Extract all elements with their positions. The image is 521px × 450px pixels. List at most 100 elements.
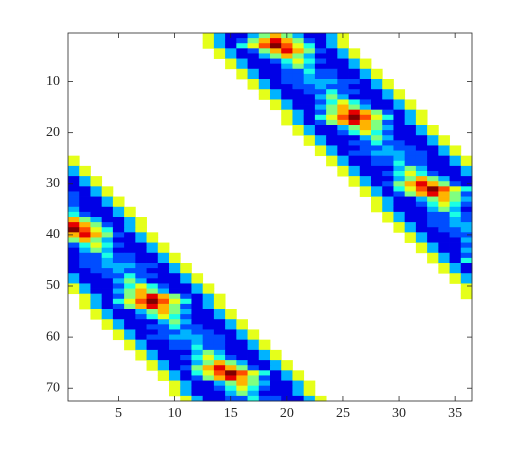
cell xyxy=(135,268,147,274)
cell xyxy=(101,303,114,310)
cell xyxy=(337,130,349,136)
cell xyxy=(427,191,439,197)
cell xyxy=(169,278,181,284)
cell xyxy=(112,211,125,218)
cell xyxy=(135,257,147,264)
cell xyxy=(112,252,125,259)
cell xyxy=(146,355,159,361)
cell xyxy=(415,222,428,228)
cell xyxy=(191,273,204,279)
cell xyxy=(112,309,125,315)
cell xyxy=(180,385,192,392)
cell xyxy=(79,298,91,305)
cell xyxy=(68,165,80,172)
cell xyxy=(135,334,147,341)
cell xyxy=(303,135,316,141)
cell xyxy=(213,355,226,361)
cell xyxy=(157,242,170,249)
cell xyxy=(314,114,327,121)
cell xyxy=(101,324,114,330)
cell xyxy=(438,242,450,249)
cell xyxy=(393,227,406,233)
cell xyxy=(169,385,181,392)
cell xyxy=(270,395,282,402)
cell xyxy=(180,365,192,371)
cell xyxy=(303,94,316,100)
cell xyxy=(281,365,293,371)
cell xyxy=(393,114,406,121)
cell xyxy=(135,303,147,310)
cell xyxy=(112,247,125,254)
cell xyxy=(314,140,327,146)
cell xyxy=(213,375,226,381)
cell xyxy=(393,186,406,192)
cell xyxy=(270,365,282,371)
y-tick-label: 20 xyxy=(46,125,60,140)
cell xyxy=(292,390,305,397)
cell xyxy=(314,48,327,54)
cell xyxy=(281,370,293,376)
cell xyxy=(415,242,428,249)
cell xyxy=(359,63,372,70)
cell xyxy=(68,201,80,208)
cell xyxy=(326,84,338,90)
cell xyxy=(404,186,417,192)
cell xyxy=(135,288,147,295)
cell xyxy=(180,339,192,346)
cell xyxy=(348,140,361,146)
cell xyxy=(112,268,125,274)
cell xyxy=(236,73,248,80)
cell xyxy=(146,293,159,300)
cell xyxy=(112,201,125,208)
cell xyxy=(157,303,170,310)
cell xyxy=(135,237,147,243)
cell xyxy=(438,135,450,141)
cell xyxy=(427,125,439,131)
cell xyxy=(112,222,125,228)
cell xyxy=(415,114,428,121)
cell xyxy=(191,349,204,356)
cell xyxy=(146,360,159,366)
cell xyxy=(68,222,80,228)
cell xyxy=(438,206,450,213)
cell xyxy=(281,360,293,366)
cell xyxy=(68,211,80,218)
cell xyxy=(460,186,473,192)
cell xyxy=(213,38,226,44)
cell xyxy=(157,365,170,371)
cell xyxy=(292,395,305,402)
cell xyxy=(460,273,473,279)
cell xyxy=(124,334,136,341)
cell xyxy=(270,48,282,54)
cell xyxy=(460,171,473,177)
cell xyxy=(258,73,271,80)
cell xyxy=(348,181,361,187)
cell xyxy=(213,329,226,335)
cell xyxy=(371,130,383,136)
cell xyxy=(236,38,248,44)
cell xyxy=(371,171,383,177)
cell xyxy=(112,237,125,243)
cell xyxy=(348,114,361,121)
cell xyxy=(292,68,305,75)
cell xyxy=(180,324,192,330)
cell xyxy=(90,252,103,259)
cell xyxy=(169,349,181,356)
cell xyxy=(101,314,114,320)
cell xyxy=(236,385,248,392)
cell xyxy=(427,242,439,249)
cell xyxy=(427,160,439,167)
cell xyxy=(270,38,282,44)
cell xyxy=(68,227,80,233)
cell xyxy=(124,217,136,223)
cell xyxy=(79,176,91,182)
cell xyxy=(169,314,181,320)
cell xyxy=(146,273,159,279)
cell xyxy=(101,263,114,269)
cell xyxy=(438,181,450,187)
cell xyxy=(79,257,91,264)
cell xyxy=(303,385,316,392)
cell xyxy=(438,201,450,208)
cell xyxy=(258,395,271,402)
cell xyxy=(213,43,226,49)
